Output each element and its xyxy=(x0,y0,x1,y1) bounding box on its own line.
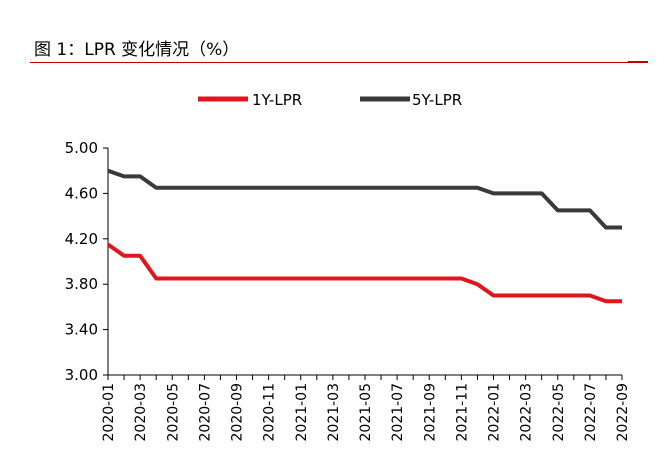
x-tick-label: 2021-03 xyxy=(326,383,342,442)
y-tick-label: 4.20 xyxy=(65,230,98,248)
x-tick-label: 2022-05 xyxy=(551,383,567,442)
series-line-1y-lpr xyxy=(106,242,622,304)
x-tick-label: 2021-09 xyxy=(422,383,438,442)
y-tick-label: 5.00 xyxy=(65,139,98,157)
x-tick-label: 2020-03 xyxy=(133,383,149,442)
legend-label-5y-lpr: 5Y-LPR xyxy=(412,91,462,109)
y-tick-label: 4.60 xyxy=(65,184,98,202)
title-underline xyxy=(30,62,648,63)
x-tick-label: 2022-07 xyxy=(583,383,599,442)
x-tick-label: 2020-09 xyxy=(230,383,246,442)
x-tick-label: 2020-05 xyxy=(165,383,181,442)
legend-label-1y-lpr: 1Y-LPR xyxy=(252,91,302,109)
y-tick-label: 3.40 xyxy=(65,321,98,339)
x-tick-label: 2020-07 xyxy=(197,383,213,442)
x-tick-label: 2022-03 xyxy=(519,383,535,442)
title-underline-accent xyxy=(628,61,648,63)
x-tick-label: 2020-11 xyxy=(262,383,278,442)
x-tick-label: 2021-07 xyxy=(390,383,406,442)
chart-series xyxy=(106,168,622,304)
x-tick-label: 2020-01 xyxy=(101,383,117,442)
x-tick-label: 2021-01 xyxy=(294,383,310,442)
y-tick-label: 3.00 xyxy=(65,366,98,384)
x-tick-label: 2021-11 xyxy=(454,383,470,442)
x-tick-label: 2022-09 xyxy=(615,383,631,442)
x-tick-label: 2021-05 xyxy=(358,383,374,442)
chart-legend: 1Y-LPR 5Y-LPR xyxy=(198,91,462,109)
chart-title: 图 1：LPR 变化情况（%） xyxy=(34,40,240,60)
series-line-5y-lpr xyxy=(107,168,622,230)
x-tick-label: 2022-01 xyxy=(487,383,503,442)
y-tick-label: 3.80 xyxy=(65,275,98,293)
